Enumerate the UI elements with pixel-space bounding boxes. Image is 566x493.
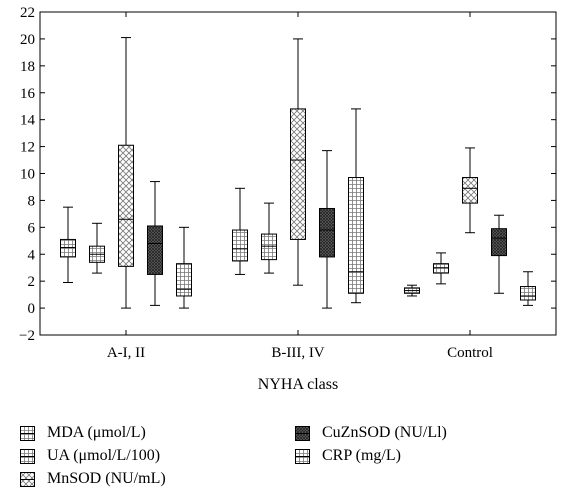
- box-iqr: [232, 229, 248, 262]
- y-tick-label: 12: [20, 140, 35, 156]
- box-4-1: [348, 108, 364, 304]
- legend-item: MDA (μmol/L): [20, 422, 146, 444]
- y-tick-label: 16: [20, 86, 36, 102]
- box-4-2: [520, 271, 536, 306]
- box-3-2: [491, 214, 507, 294]
- box-iqr: [348, 177, 364, 294]
- legend-label: MDA (μmol/L): [47, 424, 146, 441]
- box-0-1: [232, 187, 248, 275]
- y-tick-label: 2: [28, 274, 36, 290]
- x-tick-label: B-III, IV: [271, 345, 324, 361]
- legend-item: MnSOD (NU/mL): [20, 468, 166, 490]
- y-axis: −2 0 2 4 6 8 10 12 14 16 18 20 22: [19, 5, 556, 344]
- y-tick-label: 18: [20, 59, 35, 75]
- legend-item: UA (μmol/L/100): [20, 445, 160, 467]
- box-2-0: [118, 37, 134, 309]
- box-iqr: [319, 207, 335, 258]
- box-iqr: [261, 233, 277, 261]
- legend-swatch: [20, 425, 35, 441]
- x-tick-label: A-I, II: [107, 345, 145, 361]
- y-tick-label: 20: [20, 32, 35, 48]
- legend-label: CRP (mg/L): [322, 447, 401, 464]
- box-iqr: [176, 263, 192, 297]
- y-tick-label: 22: [20, 5, 35, 21]
- x-axis-label: NYHA class: [258, 376, 338, 393]
- box-0-0: [60, 206, 76, 284]
- legend-swatch: [20, 471, 35, 487]
- box-iqr: [60, 238, 76, 258]
- legend-label: UA (μmol/L/100): [47, 447, 161, 464]
- box-series: [60, 37, 536, 309]
- box-iqr: [520, 286, 536, 301]
- y-tick-label: 8: [28, 193, 36, 209]
- box-0-2: [404, 284, 420, 297]
- box-1-1: [261, 202, 277, 274]
- box-2-2: [462, 147, 478, 234]
- legend-swatch: [295, 425, 310, 441]
- box-iqr: [118, 144, 134, 267]
- x-tick-label: Control: [447, 345, 493, 361]
- x-axis: A-I, II B-III, IV Control: [107, 12, 493, 361]
- legend-item: CRP (mg/L): [295, 445, 401, 467]
- y-tick-label: 10: [20, 167, 35, 183]
- box-iqr: [462, 177, 478, 204]
- legend-label: CuZnSOD (NU/Ll): [322, 424, 447, 441]
- legend-label: MnSOD (NU/mL): [47, 470, 166, 487]
- y-tick-label: 4: [28, 247, 36, 263]
- box-iqr: [491, 228, 507, 257]
- y-tick-label: 14: [20, 113, 36, 129]
- box-2-1: [290, 38, 306, 286]
- box-iqr: [433, 263, 449, 274]
- y-tick-label: 6: [28, 220, 36, 236]
- box-iqr: [290, 108, 306, 240]
- legend: MDA (μmol/L) UA (μmol/L/100) MnSOD (NU/mL)…: [20, 422, 540, 490]
- y-tick-label: 0: [28, 301, 36, 317]
- legend-item: CuZnSOD (NU/Ll): [295, 422, 447, 444]
- box-4-0: [176, 226, 192, 309]
- box-1-2: [433, 252, 449, 285]
- box-3-0: [147, 181, 163, 306]
- y-tick-label: −2: [19, 328, 35, 344]
- box-3-1: [319, 150, 335, 309]
- box-1-0: [89, 222, 105, 274]
- box-iqr: [147, 225, 163, 275]
- legend-swatch: [20, 448, 35, 464]
- legend-swatch: [295, 448, 310, 464]
